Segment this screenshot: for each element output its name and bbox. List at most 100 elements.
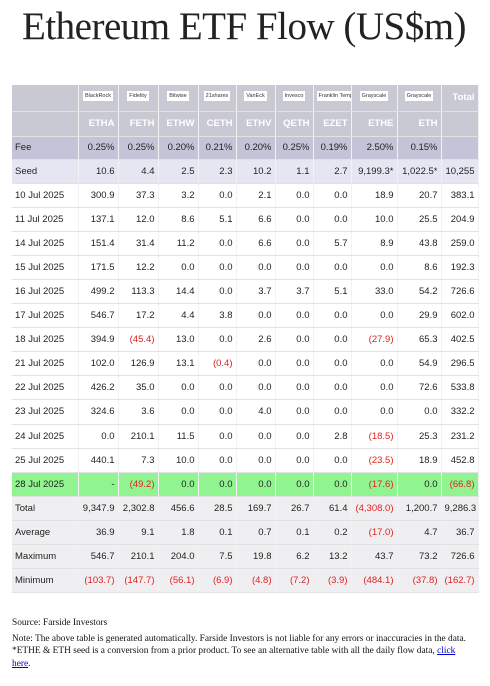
cell: 204.0: [158, 544, 199, 570]
cell: 113.3: [118, 279, 159, 305]
cell: 0.25%: [118, 136, 159, 160]
cell: (18.5): [351, 424, 398, 449]
cell: 19.8: [236, 544, 276, 570]
cell: 2.5: [158, 159, 199, 184]
row-label: 22 Jul 2025: [12, 375, 79, 401]
cell: 9,286.3: [441, 496, 479, 521]
cell: (0.4): [198, 351, 237, 377]
corner-cell: [12, 111, 79, 137]
table-row: Total 9,347.9 2,302.8 456.6 28.5 169.7 26.7 61.…: [12, 496, 479, 521]
cell: 13.1: [158, 351, 199, 377]
row-label: 14 Jul 2025: [12, 231, 79, 256]
cell: (3.9): [313, 568, 352, 594]
cell: 0.20%: [236, 136, 276, 160]
logo-row: BlackRock Fidelity Bitwise 21shares VanEck In…: [12, 85, 479, 112]
cell: 0.0: [78, 424, 119, 449]
cell: 3.8: [198, 303, 237, 329]
cell: 13.0: [158, 327, 199, 353]
cell: 0.0: [313, 303, 352, 329]
cell: 3.7: [236, 279, 276, 305]
table-row: 15 Jul 2025 171.5 12.2 0.0 0.0 0.0 0.0 0.0 0.0 8.…: [12, 255, 479, 280]
cell: 2,302.8: [118, 496, 159, 521]
cell: (484.1): [351, 568, 398, 594]
cell: 0.0: [198, 327, 237, 353]
cell: 0.2: [313, 520, 352, 546]
cell: 0.0: [236, 472, 276, 497]
cell: 2.50%: [351, 136, 398, 160]
table-row: 24 Jul 2025 0.0 210.1 11.5 0.0 0.0 0.0 2.8 (18.5…: [12, 424, 479, 449]
cell: (7.2): [275, 568, 314, 594]
issuer-logo: Bitwise: [167, 91, 189, 102]
cell: 210.1: [118, 424, 159, 449]
cell: (27.9): [351, 327, 398, 353]
cell: 0.0: [198, 279, 237, 305]
cell: 0.0: [275, 399, 314, 425]
cell: 0.0: [198, 399, 237, 425]
cell: 0.0: [313, 255, 352, 280]
cell: 0.0: [313, 351, 352, 377]
issuer-logo: Grayscale: [359, 91, 389, 102]
cell: 7.5: [198, 544, 237, 570]
logo-cell: Grayscale: [351, 85, 398, 112]
cell: 2.8: [313, 424, 352, 449]
logo-cell: Fidelity: [118, 85, 159, 112]
cell: 65.3: [397, 327, 442, 353]
cell: 0.0: [236, 351, 276, 377]
cell: (49.2): [118, 472, 159, 497]
cell: 0.0: [397, 472, 442, 497]
cell: 8.6: [397, 255, 442, 280]
cell: 7.3: [118, 448, 159, 473]
cell: 6.2: [275, 544, 314, 570]
logo-cell: VanEck: [236, 85, 276, 112]
cell: 0.0: [313, 327, 352, 353]
note: Note: The above table is generated autom…: [12, 633, 474, 671]
cell: 0.0: [275, 231, 314, 256]
cell: 25.3: [397, 424, 442, 449]
cell: 36.7: [441, 520, 479, 546]
cell: (147.7): [118, 568, 159, 594]
table-row: Average 36.9 9.1 1.8 0.1 0.7 0.1 0.2 (17.0) 4.7 36…: [12, 520, 479, 546]
table-row: 17 Jul 2025 546.7 17.2 4.4 3.8 0.0 0.0 0.0 0.0 29…: [12, 303, 479, 329]
cell: 54.9: [397, 351, 442, 377]
table-row: Seed 10.6 4.4 2.5 2.3 10.2 1.1 2.7 9,199.3* 1,022…: [12, 159, 479, 184]
cell: 1.1: [275, 159, 314, 184]
cell: 0.0: [313, 448, 352, 473]
cell: 0.0: [198, 255, 237, 280]
cell: (56.1): [158, 568, 199, 594]
cell: 0.0: [198, 424, 237, 449]
cell: 210.1: [118, 544, 159, 570]
cell: 0.0: [275, 327, 314, 353]
cell: 0.0: [275, 255, 314, 280]
ticker: EZET: [313, 111, 352, 137]
cell: 332.2: [441, 399, 479, 425]
cell: 17.2: [118, 303, 159, 329]
cell: 25.5: [397, 207, 442, 232]
cell: 4.7: [397, 520, 442, 546]
cell: 426.2: [78, 375, 119, 401]
table-row: 28 Jul 2025- (49.2) 0.0 0.0 0.0 0.0 0.0 (17.6) 0…: [12, 472, 479, 497]
cell: 10.2: [236, 159, 276, 184]
cell: 5.1: [198, 207, 237, 232]
logo-cell: Bitwise: [158, 85, 199, 112]
cell: 0.0: [236, 255, 276, 280]
link[interactable]: click here: [12, 646, 456, 669]
cell: 12.0: [118, 207, 159, 232]
cell: 726.6: [441, 279, 479, 305]
table-row: 14 Jul 2025 151.4 31.4 11.2 0.0 6.6 0.0 5.7 8.9 4…: [12, 231, 479, 256]
cell: 533.8: [441, 375, 479, 401]
cell: 0.0: [158, 472, 199, 497]
row-label: 28 Jul 2025: [12, 472, 79, 497]
issuer-logo: Fidelity: [127, 91, 149, 102]
logo-cell: BlackRock: [78, 85, 119, 112]
issuer-logo: BlackRock: [83, 91, 113, 102]
ticker: ETH: [397, 111, 442, 137]
cell: 26.7: [275, 496, 314, 521]
cell: 31.4: [118, 231, 159, 256]
cell: 324.6: [78, 399, 119, 425]
cell: 4.0: [236, 399, 276, 425]
cell: 2.7: [313, 159, 352, 184]
cell: 2.1: [236, 183, 276, 208]
row-label: Minimum: [12, 568, 79, 594]
cell: 456.6: [158, 496, 199, 521]
cell: 4.4: [158, 303, 199, 329]
